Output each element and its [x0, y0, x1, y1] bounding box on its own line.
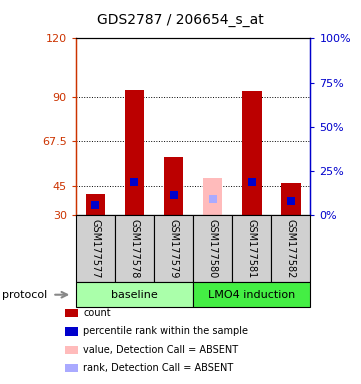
- Text: protocol: protocol: [2, 290, 47, 300]
- Bar: [125, 90, 144, 215]
- Text: GSM177577: GSM177577: [90, 219, 100, 278]
- Text: GDS2787 / 206654_s_at: GDS2787 / 206654_s_at: [97, 13, 264, 27]
- Text: count: count: [83, 308, 111, 318]
- Text: GSM177580: GSM177580: [208, 219, 218, 278]
- Bar: [203, 178, 222, 215]
- Bar: [86, 194, 105, 215]
- Text: rank, Detection Call = ABSENT: rank, Detection Call = ABSENT: [83, 363, 233, 373]
- Bar: [281, 183, 301, 215]
- Text: GSM177579: GSM177579: [169, 219, 179, 278]
- Text: percentile rank within the sample: percentile rank within the sample: [83, 326, 248, 336]
- Text: GSM177582: GSM177582: [286, 219, 296, 278]
- Text: GSM177578: GSM177578: [130, 219, 139, 278]
- Text: baseline: baseline: [111, 290, 158, 300]
- Bar: [164, 157, 183, 215]
- Text: value, Detection Call = ABSENT: value, Detection Call = ABSENT: [83, 345, 238, 355]
- Bar: [242, 91, 262, 215]
- Text: GSM177581: GSM177581: [247, 219, 257, 278]
- Text: LMO4 induction: LMO4 induction: [208, 290, 295, 300]
